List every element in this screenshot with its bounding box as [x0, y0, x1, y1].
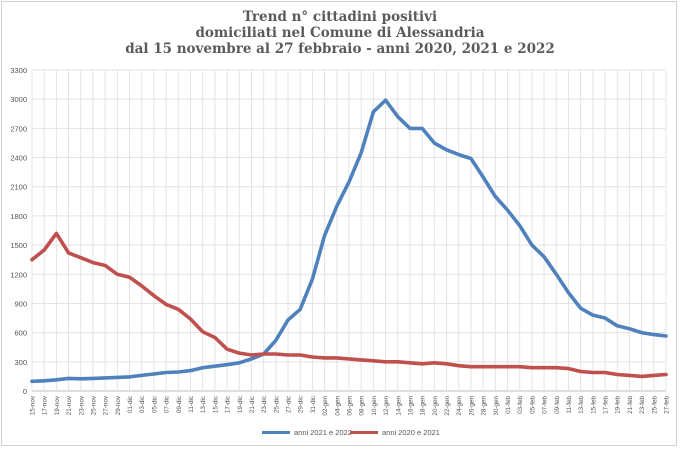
x-tick-label: 22-gen — [444, 396, 451, 416]
legend-swatch-series-2 — [350, 431, 378, 434]
x-tick-label: 01-dic — [127, 396, 134, 413]
x-tick-label: 05-feb — [529, 396, 536, 414]
x-tick-label: 26-gen — [468, 396, 475, 416]
y-tick-label: 0 — [23, 387, 27, 396]
y-tick-label: 2100 — [10, 183, 27, 192]
x-tick-label: 14-gen — [395, 396, 402, 416]
chart-title-line-2: domiciliati nel Comune di Alessandria — [195, 25, 485, 41]
x-tick-label: 20-gen — [432, 396, 439, 416]
x-tick-label: 15-nov — [30, 395, 37, 415]
x-tick-label: 09-dic — [176, 396, 183, 413]
x-tick-label: 31-dic — [310, 396, 317, 413]
legend-swatch-series-1 — [262, 431, 290, 434]
y-tick-label: 2700 — [10, 124, 27, 133]
x-tick-label: 21-dic — [249, 396, 256, 413]
y-tick-label: 300 — [14, 358, 27, 367]
x-tick-label: 21-nov — [66, 395, 73, 415]
x-tick-label: 27-nov — [103, 395, 110, 415]
x-tick-label: 04-gen — [334, 396, 341, 416]
legend-label-series-1: anni 2021 e 2022 — [294, 428, 352, 437]
x-tick-label: 18-gen — [420, 396, 427, 416]
y-tick-label: 600 — [14, 329, 27, 338]
legend-item-series-2: anni 2020 e 2021 — [350, 428, 440, 437]
x-tick-label: 24-gen — [456, 396, 463, 416]
y-tick-label: 1200 — [10, 270, 27, 279]
x-tick-label: 19-dic — [237, 396, 244, 413]
x-tick-label: 01-feb — [505, 396, 512, 414]
x-tick-label: 27-feb — [664, 396, 671, 414]
x-tick-label: 17-dic — [225, 396, 232, 413]
x-tick-label: 15-dic — [212, 396, 219, 413]
series-line-1 — [30, 98, 668, 384]
y-tick-label: 1800 — [10, 212, 27, 221]
x-tick-label: 02-gen — [322, 396, 329, 416]
x-tick-label: 19-nov — [54, 395, 61, 415]
x-tick-label: 11-dic — [188, 396, 195, 413]
x-tick-label: 29-dic — [298, 396, 305, 413]
chart-title-line-1: Trend n° cittadini positivi — [242, 9, 438, 25]
x-tick-label: 23-nov — [78, 395, 85, 415]
x-tick-label: 25-feb — [651, 396, 658, 414]
x-tick-label: 28-gen — [481, 396, 488, 416]
x-tick-label: 16-gen — [407, 396, 414, 416]
x-tick-label: 08-gen — [359, 396, 366, 416]
x-tick-label: 19-feb — [615, 396, 622, 414]
x-tick-label: 13-feb — [578, 396, 585, 414]
x-tick-label: 09-feb — [554, 396, 561, 414]
x-tick-label: 03-dic — [139, 396, 146, 413]
y-tick-label: 2400 — [10, 154, 27, 163]
x-tick-label: 11-feb — [566, 396, 573, 414]
y-tick-label: 900 — [14, 299, 27, 308]
x-tick-label: 07-dic — [164, 396, 171, 413]
y-tick-label: 3300 — [10, 66, 27, 75]
y-tick-label: 1500 — [10, 241, 27, 250]
x-tick-label: 12-gen — [383, 396, 390, 416]
series-line-2 — [30, 231, 668, 379]
x-tick-label: 17-feb — [603, 396, 610, 414]
x-tick-label: 17-nov — [42, 395, 49, 415]
x-tick-label: 13-dic — [200, 396, 207, 413]
legend-item-series-1: anni 2021 e 2022 — [262, 428, 352, 437]
x-tick-label: 03-feb — [517, 396, 524, 414]
x-tick-label: 29-nov — [115, 395, 122, 415]
chart-legend: anni 2021 e 2022 anni 2020 e 2021 — [0, 428, 680, 442]
x-tick-label: 05-dic — [151, 396, 158, 413]
x-tick-label: 10-gen — [371, 396, 378, 416]
x-tick-label: 23-dic — [261, 396, 268, 413]
y-tick-label: 3000 — [10, 95, 27, 104]
chart-title-line-3: dal 15 novembre al 27 febbraio - anni 20… — [125, 41, 555, 57]
x-tick-label: 15-feb — [590, 396, 597, 414]
x-tick-label: 27-dic — [286, 396, 293, 413]
x-tick-label: 23-feb — [639, 396, 646, 414]
x-tick-label: 25-dic — [273, 396, 280, 413]
x-tick-label: 07-feb — [542, 396, 549, 414]
x-tick-label: 25-nov — [90, 395, 97, 415]
x-tick-label: 21-feb — [627, 396, 634, 414]
x-tick-label: 06-gen — [347, 396, 354, 416]
legend-label-series-2: anni 2020 e 2021 — [382, 428, 440, 437]
x-tick-label: 30-gen — [493, 396, 500, 416]
